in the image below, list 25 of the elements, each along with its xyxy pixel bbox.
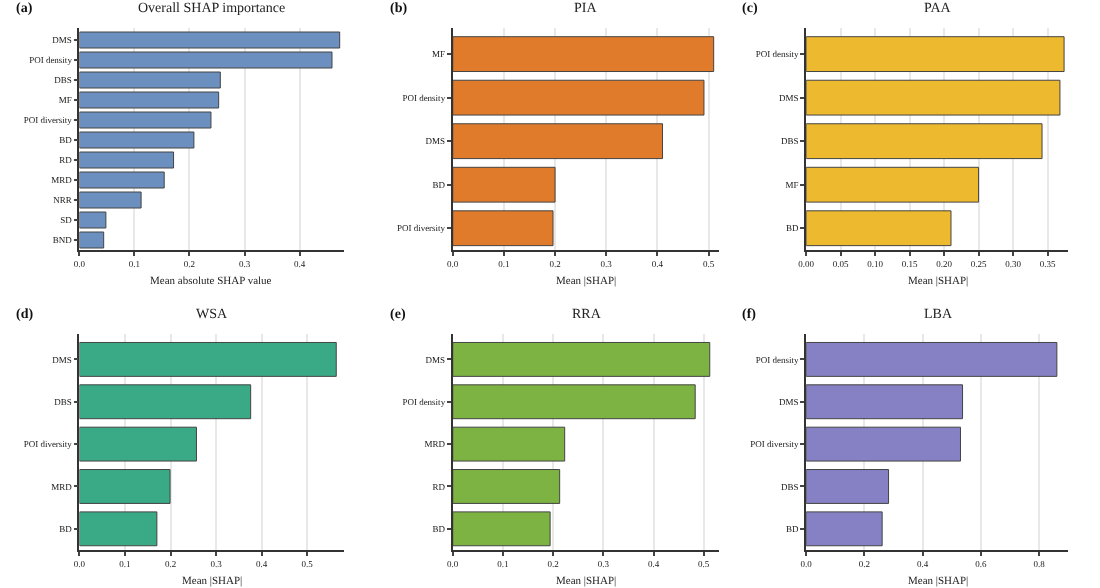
- bar: [806, 384, 964, 420]
- bar: [79, 426, 197, 462]
- bar: [452, 36, 715, 73]
- bar: [452, 79, 705, 116]
- bar: [452, 426, 566, 462]
- bar: [452, 384, 696, 420]
- bar: [452, 469, 561, 504]
- bar: [79, 341, 337, 377]
- bar: [806, 166, 980, 203]
- bar: [806, 426, 961, 462]
- bar: [452, 123, 664, 160]
- bar: [806, 341, 1058, 377]
- bar: [806, 36, 1065, 73]
- bar: [452, 210, 554, 247]
- bar: [79, 384, 252, 420]
- bar: [452, 341, 711, 377]
- bar: [806, 469, 890, 504]
- bar: [806, 79, 1061, 116]
- bar: [452, 511, 551, 547]
- bar: [79, 469, 171, 504]
- bar: [79, 511, 158, 547]
- bar: [806, 123, 1043, 160]
- bar: [806, 210, 952, 247]
- bar: [452, 166, 556, 203]
- bar: [806, 511, 883, 547]
